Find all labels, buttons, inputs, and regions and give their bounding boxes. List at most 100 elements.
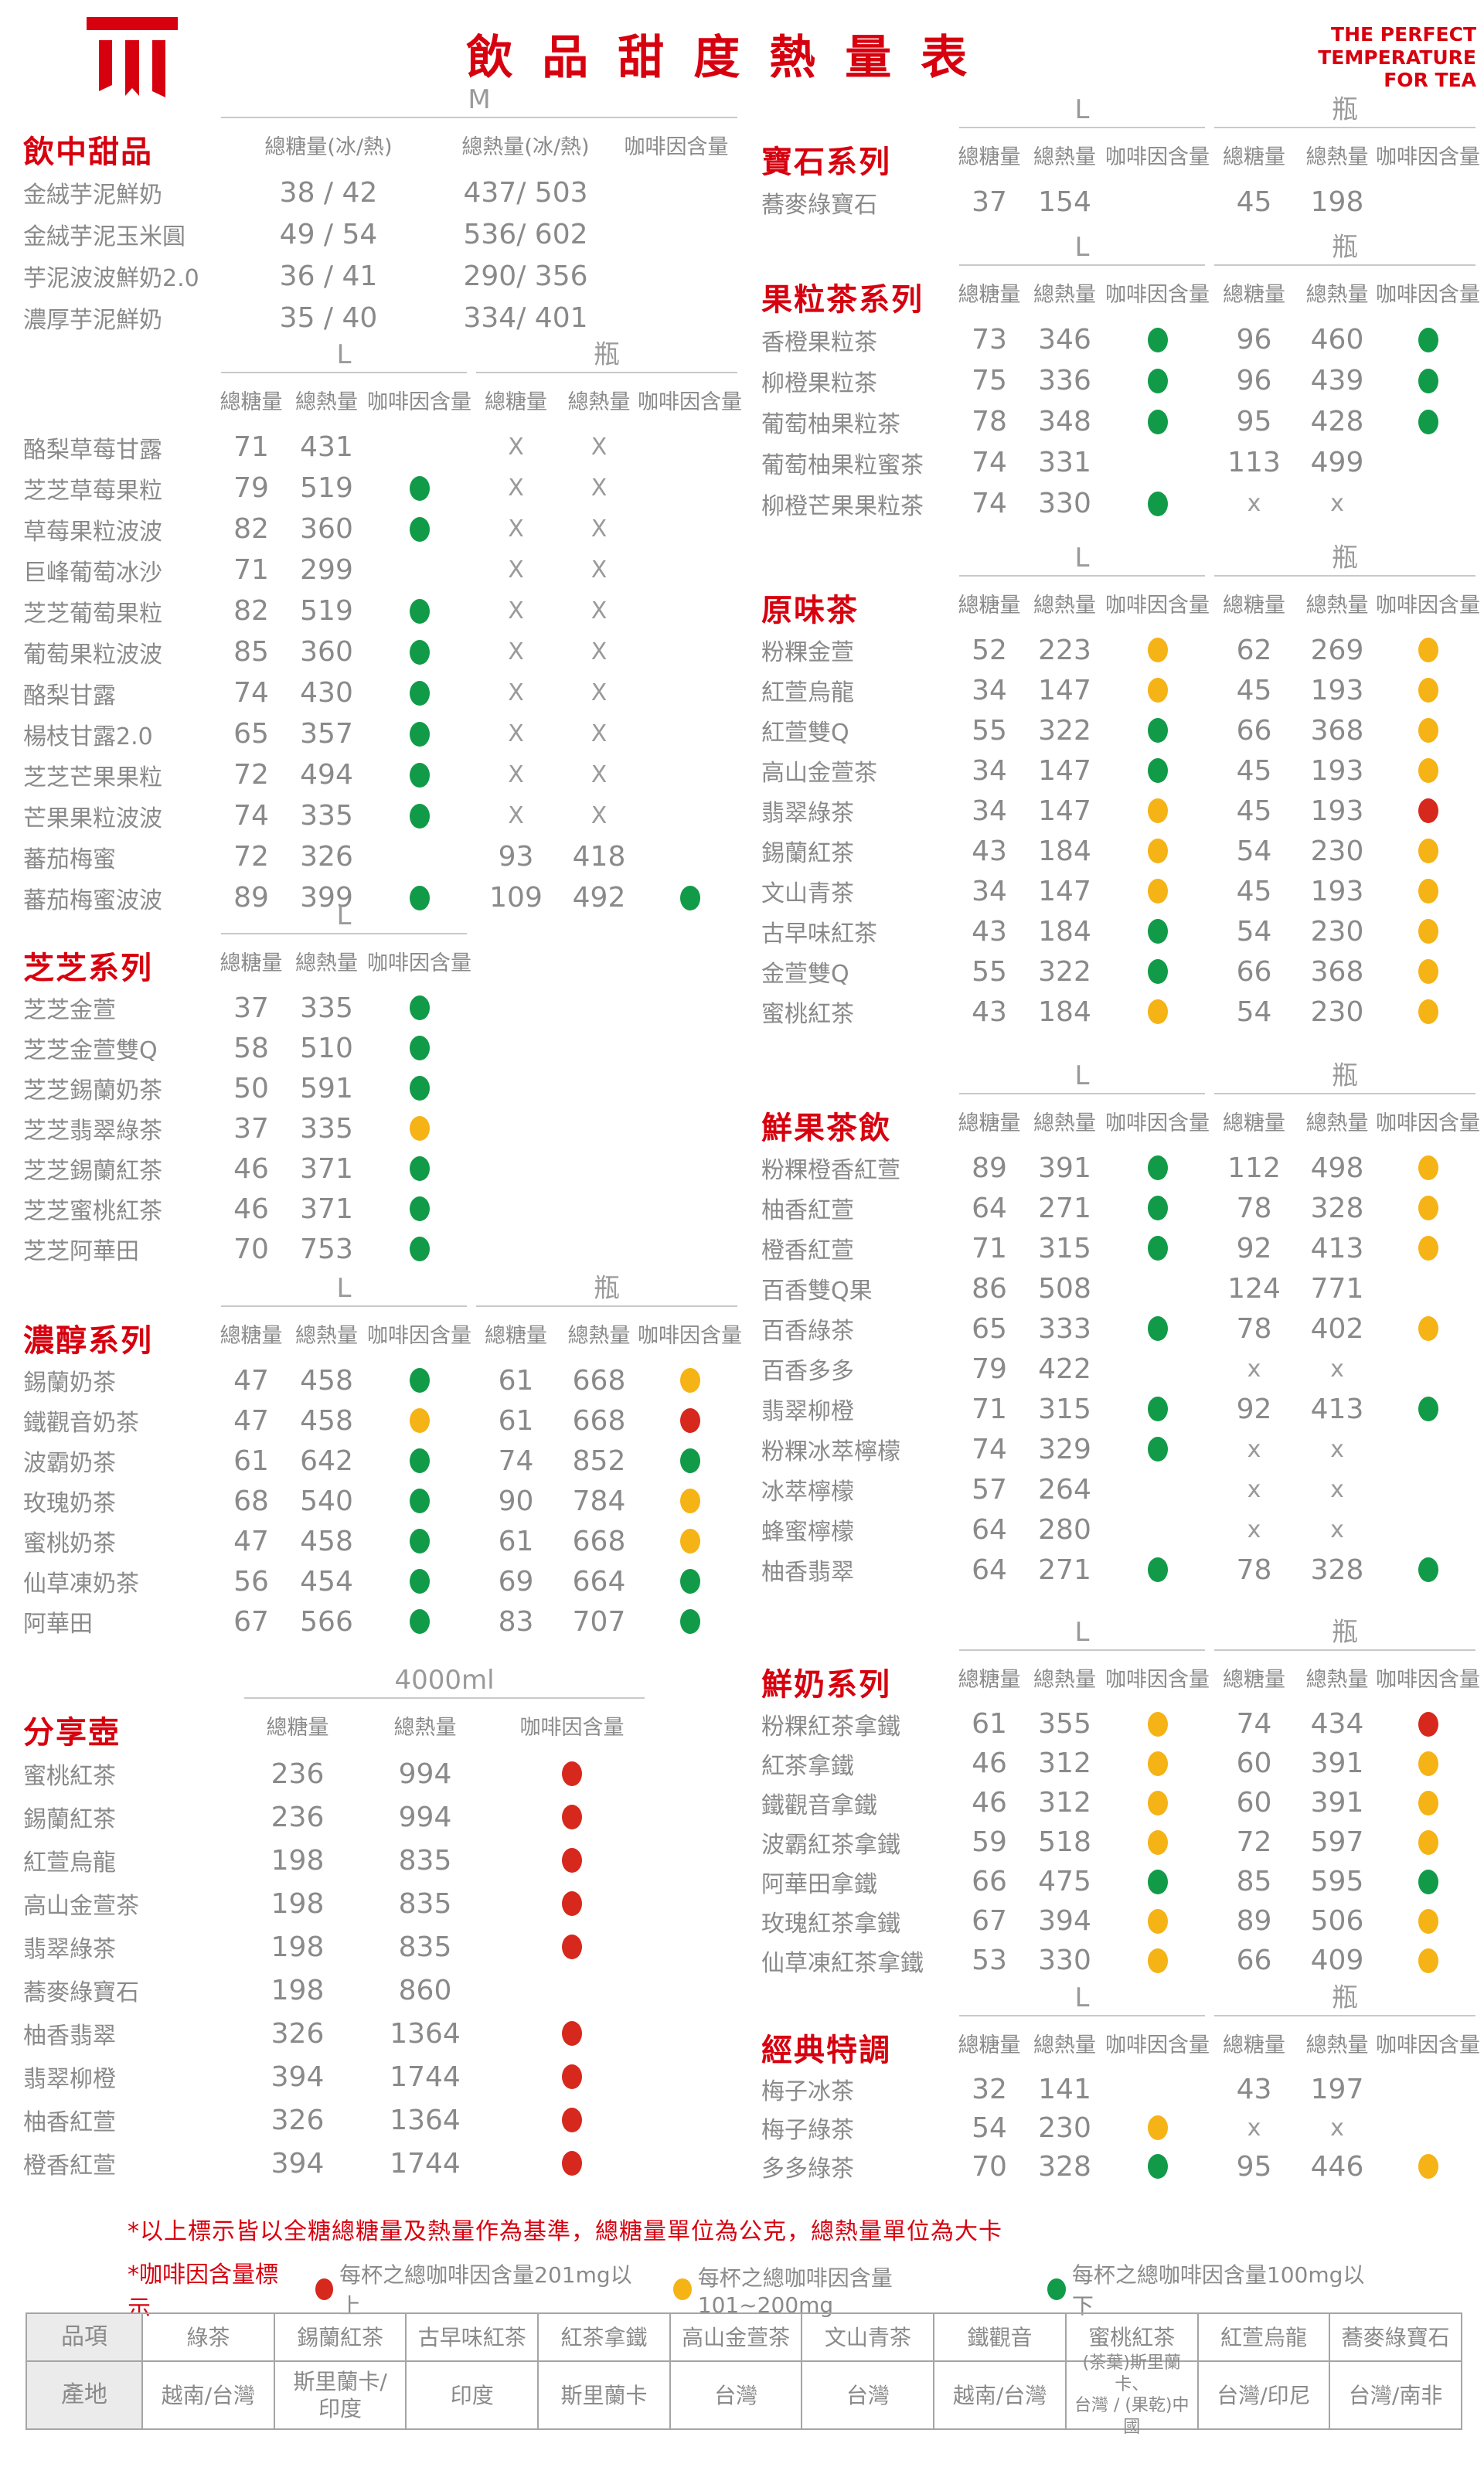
value-cell: 835 <box>398 1931 452 1963</box>
value-cell: 506 <box>1310 1905 1364 1937</box>
caffeine-green-dot <box>1147 959 1168 984</box>
section-title: 飲中甜品 <box>23 134 153 170</box>
column-header-row: 總糖量 總熱量 咖啡因含量 <box>23 934 742 988</box>
value-cell: 197 <box>1310 2073 1364 2105</box>
origin-place-cell: 印度 <box>407 2362 539 2430</box>
value-cell: X <box>508 597 524 624</box>
section-plain_tea: 原味茶 L 瓶總糖量 總熱量 咖啡因含量 總糖量 總熱量 咖啡因含量 粉粿金萱 52 223 62 26… <box>761 545 1480 1032</box>
menu-row: 橙香紅萱 394 1744 <box>23 2142 742 2185</box>
value-cell: 184 <box>1038 835 1091 867</box>
value-cell: 835 <box>398 1844 452 1877</box>
origin-item-cell: 高山金萱茶 <box>670 2314 803 2362</box>
caffeine-green-dot <box>1147 1155 1168 1180</box>
size-group: 4000ml <box>244 1662 645 1699</box>
menu-row: 梅子冰茶 32 141 43 197 <box>761 2070 1480 2108</box>
value-cell: 597 <box>1310 1826 1364 1858</box>
section-special: 經典特調 L 瓶總糖量 總熱量 咖啡因含量 總糖量 總熱量 咖啡因含量 梅子冰茶 32 141 43 1… <box>761 1985 1480 2186</box>
value-cell: 236 <box>271 1758 325 1790</box>
menu-row: 金絨芋泥鮮奶 38 / 42 437/ 503 <box>23 172 742 213</box>
value-cell: 49 / 54 <box>279 218 378 250</box>
menu-row: 高山金萱茶 34 147 45 193 <box>761 750 1480 791</box>
value-cell: 230 <box>1038 2112 1091 2144</box>
caffeine-green-dot <box>1147 2154 1168 2179</box>
menu-row: 香橙果粒茶 73 346 96 460 <box>761 319 1480 360</box>
value-cell: 47 <box>233 1364 269 1397</box>
item-name: 酪梨草莓甘露 <box>23 436 162 464</box>
caffeine-cell <box>495 2108 649 2132</box>
item-name: 翡翠綠茶 <box>23 1936 116 1963</box>
caffeine-yellow-dot <box>679 1368 700 1393</box>
legend-red-dot <box>315 2278 334 2300</box>
caffeine-cell <box>495 1935 649 1959</box>
value-cell: 70 <box>233 1233 269 1265</box>
caffeine-cell <box>1376 919 1480 944</box>
menu-row: 翡翠綠茶 198 835 <box>23 1925 742 1969</box>
item-name: 仙草凍奶茶 <box>23 1570 139 1598</box>
size-group: L <box>221 336 467 373</box>
value-cell: 66 <box>1236 1945 1272 1976</box>
menu-row: 梅子綠茶 54 230 x x <box>761 2108 1480 2147</box>
item-name: 錫蘭奶茶 <box>23 1370 116 1397</box>
value-cell: 413 <box>1310 1232 1364 1264</box>
origin-place-cell: 台灣 <box>670 2362 803 2430</box>
column-header: 總糖量 <box>220 951 283 975</box>
column-header-row: 總糖量 總熱量 咖啡因含量 總糖量 總熱量 咖啡因含量 <box>761 1650 1481 1704</box>
value-cell: 428 <box>1310 406 1364 437</box>
value-cell: 371 <box>300 1193 353 1225</box>
value-cell: X <box>508 720 524 747</box>
value-cell: 499 <box>1310 447 1364 478</box>
value-cell: 536/ 602 <box>463 218 588 250</box>
value-cell: 82 <box>233 595 269 627</box>
value-cell: 86 <box>972 1272 1007 1305</box>
size-group: 瓶 <box>476 336 737 373</box>
size-group: L <box>959 539 1205 577</box>
value-cell: 45 <box>1236 875 1272 907</box>
item-name: 芝芝阿華田 <box>23 1238 139 1265</box>
caffeine-red-dot <box>562 2021 582 2046</box>
value-cell: 753 <box>300 1233 353 1265</box>
caffeine-cell <box>1105 1557 1210 1582</box>
value-cell: 1744 <box>390 2061 461 2093</box>
value-cell: 642 <box>300 1445 353 1477</box>
value-cell: 69 <box>498 1565 534 1598</box>
caffeine-green-dot <box>409 1196 430 1221</box>
value-cell: 65 <box>972 1312 1007 1345</box>
caffeine-cell <box>367 1116 471 1141</box>
value-cell: 46 <box>972 1747 1007 1779</box>
caffeine-green-dot <box>409 475 430 501</box>
caffeine-yellow-dot <box>1418 1155 1438 1180</box>
origin-place-cell: 斯里蘭卡 <box>539 2362 671 2430</box>
caffeine-yellow-dot <box>1418 919 1438 944</box>
value-cell: 264 <box>1038 1473 1091 1506</box>
menu-row: 葡萄柚果粒蜜茶 74 331 113 499 <box>761 442 1480 483</box>
column-header: 總糖量 <box>1223 1667 1285 1692</box>
item-name: 香橙果粒茶 <box>761 328 877 356</box>
value-cell: 95 <box>1236 406 1272 437</box>
value-cell: 368 <box>1310 955 1364 988</box>
value-cell: 95 <box>1236 2150 1272 2183</box>
caffeine-green-dot <box>409 516 430 542</box>
menu-row: 翡翠柳橙 71 315 92 413 <box>761 1389 1480 1429</box>
value-cell: 357 <box>300 718 353 750</box>
caffeine-green-dot <box>1147 1316 1168 1341</box>
column-header: 總糖量 <box>266 1715 329 1740</box>
value-cell: 71 <box>972 1232 1007 1264</box>
size-label: 瓶 <box>594 1273 620 1304</box>
caffeine-green-dot <box>409 1609 430 1634</box>
value-cell: 70 <box>972 2150 1007 2183</box>
menu-row: 翡翠綠茶 34 147 45 193 <box>761 791 1480 831</box>
value-cell: 147 <box>1038 795 1091 827</box>
size-label: L <box>1074 1060 1090 1091</box>
caffeine-cell <box>1105 1869 1210 1894</box>
footnote-basis: *以上標示皆以全糖總糖量及熱量作為基準，總糖量單位為公克，總熱量單位為大卡 <box>128 2218 1002 2245</box>
column-header: 咖啡因含量 <box>1376 1111 1480 1135</box>
value-cell: 61 <box>498 1525 534 1557</box>
value-cell: x <box>1247 1475 1261 1503</box>
value-cell: 64 <box>972 1513 1007 1546</box>
value-cell: 454 <box>300 1565 353 1598</box>
caffeine-red-dot <box>562 2064 582 2089</box>
value-cell: 82 <box>233 513 269 545</box>
item-name: 蜂蜜檸檬 <box>761 1519 854 1546</box>
value-cell: 492 <box>572 882 626 914</box>
value-cell: 67 <box>233 1605 269 1638</box>
